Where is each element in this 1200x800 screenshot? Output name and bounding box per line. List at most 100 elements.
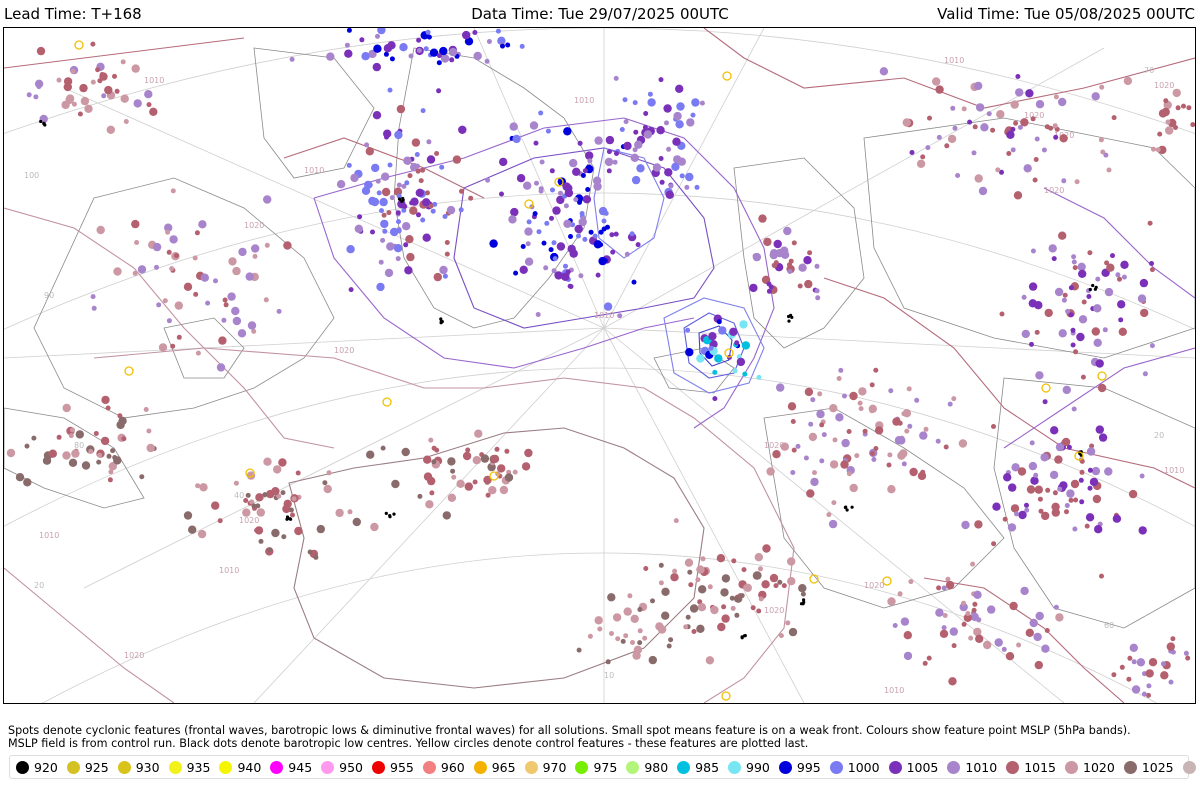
feature-spot (273, 465, 282, 474)
feature-spot (383, 51, 389, 57)
feature-spot (607, 593, 616, 602)
feature-spot (1106, 263, 1115, 272)
control-feature-ring (1074, 451, 1084, 461)
feature-spot (758, 214, 767, 223)
feature-spot (622, 97, 628, 103)
feature-spot (978, 186, 988, 196)
feature-spot (426, 155, 436, 164)
feature-spot (387, 87, 393, 93)
feature-spot (106, 125, 116, 134)
feature-spot (543, 265, 549, 271)
feature-spot (251, 244, 260, 253)
feature-spot (598, 206, 608, 216)
feature-spot (741, 341, 751, 350)
feature-spot (857, 400, 863, 406)
coast-iceland (653, 347, 735, 394)
feature-spot (1025, 628, 1034, 637)
feature-spot (1077, 262, 1086, 271)
feature-spot (23, 478, 32, 487)
feature-spot (668, 183, 674, 189)
feature-spot (780, 250, 790, 259)
feature-spot (975, 103, 985, 112)
feature-spot (932, 77, 941, 86)
feature-spot (162, 298, 168, 304)
lead-time: Lead Time: T+168 (4, 5, 142, 23)
control-feature-ring (809, 574, 819, 584)
feature-spot (634, 140, 643, 149)
feature-spot (612, 613, 622, 622)
feature-spot (121, 436, 127, 442)
legend-item: 965 (473, 760, 516, 775)
feature-spot (1091, 466, 1101, 476)
feature-spot (428, 203, 434, 209)
feature-spot (718, 326, 727, 335)
feature-spot (1062, 385, 1072, 395)
feature-spot (758, 566, 763, 572)
legend-item: 975 (575, 760, 617, 775)
feature-spot (1129, 643, 1139, 652)
barotropic-dot (42, 122, 46, 126)
feature-spot (1068, 497, 1074, 503)
isobar-1015 (4, 37, 245, 69)
feature-spot (512, 134, 521, 144)
feature-spot (556, 195, 565, 205)
feature-spot (139, 474, 145, 480)
feature-spot (221, 317, 227, 323)
feature-spot (1168, 679, 1174, 685)
feature-spot (670, 573, 679, 582)
feature-spot (404, 266, 413, 275)
feature-spot (499, 191, 504, 197)
feature-spot (1158, 145, 1167, 155)
feature-spot (699, 100, 705, 106)
feature-spot (787, 577, 796, 586)
feature-spot (821, 432, 827, 438)
feature-spot (790, 470, 796, 475)
feature-spot (245, 272, 254, 281)
feature-spot (106, 453, 112, 459)
feature-spot (322, 480, 328, 486)
feature-spot (70, 68, 76, 74)
feature-spot (935, 608, 944, 617)
feature-spot (1089, 477, 1099, 487)
feature-spot (252, 253, 258, 259)
feature-spot (1051, 256, 1057, 262)
feature-spot (439, 164, 445, 170)
feature-spot (258, 538, 264, 544)
feature-spot (945, 580, 955, 590)
feature-spot (730, 605, 736, 611)
feature-spot (1157, 131, 1163, 137)
feature-spot (1131, 685, 1141, 694)
feature-spot (90, 41, 96, 47)
feature-spot (1073, 349, 1079, 355)
feature-spot (816, 409, 825, 419)
feature-spot (423, 46, 429, 52)
feature-spot (101, 93, 107, 99)
feature-spot (146, 443, 155, 453)
feature-spot (567, 283, 573, 289)
feature-spot (677, 157, 686, 166)
graticule-line (4, 28, 1195, 135)
map-panel[interactable]: 1010 1020 1020 1010 1020 1010 1010 1020 1010 1020… (3, 27, 1196, 704)
feature-spot (974, 520, 983, 529)
feature-spot (1044, 308, 1053, 318)
feature-spot (1068, 285, 1074, 291)
feature-spot (442, 273, 448, 279)
feature-spot (434, 151, 440, 156)
feature-spot (716, 554, 726, 563)
feature-spot (1029, 341, 1034, 347)
isobar-label: 1020 (864, 581, 884, 590)
feature-spot (375, 33, 380, 39)
legend-label: 945 (288, 759, 313, 775)
feature-spot (350, 173, 359, 183)
feature-spot (1084, 523, 1090, 529)
caption: Spots denote cyclonic features (frontal … (8, 724, 1188, 750)
feature-spot (104, 85, 113, 95)
feature-spot (732, 368, 738, 374)
feature-spot (936, 134, 942, 140)
feature-spot (110, 448, 116, 454)
feature-spot (281, 534, 287, 540)
feature-spot (211, 501, 220, 510)
feature-spot (1065, 308, 1071, 314)
isobar-label: 1020 (1154, 81, 1174, 90)
coastline (4, 47, 1195, 629)
